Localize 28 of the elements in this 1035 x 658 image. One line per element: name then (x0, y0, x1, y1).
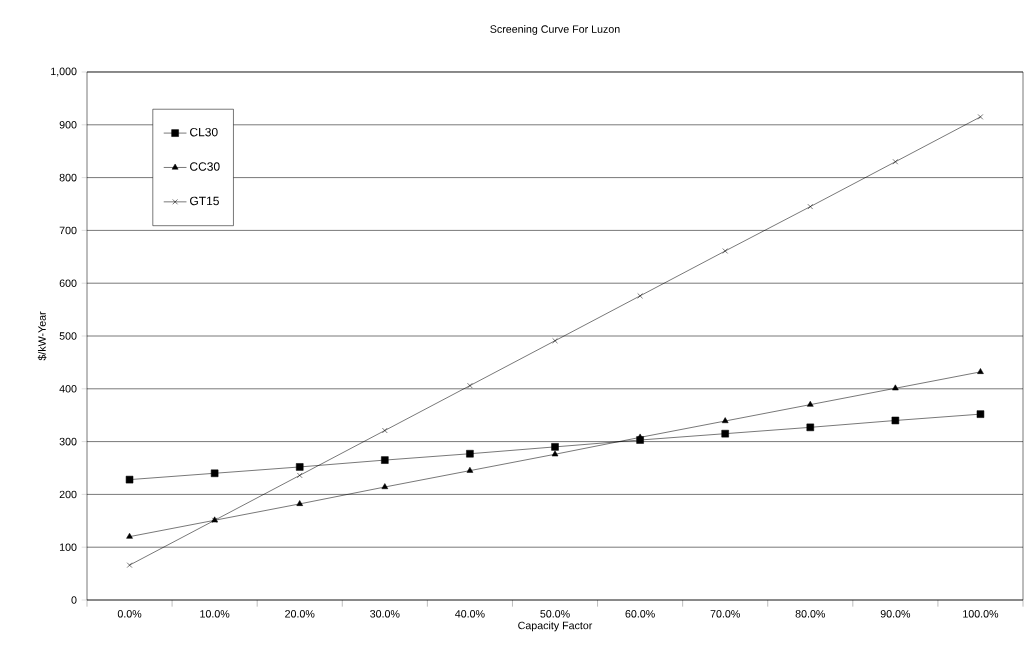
y-tick-label: 900 (59, 121, 77, 129)
y-tick-label: 700 (59, 226, 77, 235)
x-tick-label: 10.0% (200, 610, 230, 618)
legend-label: CC30 (190, 162, 220, 171)
y-tick-label: 200 (59, 490, 77, 499)
y-tick-label: 1,000 (51, 67, 77, 77)
x-tick-label: 20.0% (285, 610, 315, 618)
y-tick-label: 0 (71, 596, 77, 604)
y-tick-label: 600 (59, 279, 77, 287)
chart-title: Screening Curve For Luzon (490, 25, 620, 35)
x-tick-label: 30.0% (370, 610, 400, 618)
x-tick-label: 100.0% (963, 610, 999, 618)
x-tick-label: 70.0% (710, 610, 740, 618)
y-tick-label: 400 (59, 385, 77, 393)
x-tick-label: 50.0% (540, 610, 570, 618)
y-tick-label: 300 (59, 437, 77, 446)
x-tick-label: 0.0% (117, 610, 142, 618)
y-tick-label: 800 (59, 173, 77, 182)
x-tick-label: 40.0% (455, 610, 485, 618)
y-axis-title: $/kW-Year (37, 311, 47, 361)
x-tick-label: 60.0% (625, 610, 655, 618)
legend-label: CL30 (190, 127, 218, 137)
legend-label: GT15 (190, 196, 219, 206)
x-axis-title: Capacity Factor (518, 621, 593, 632)
y-tick-label: 500 (59, 332, 77, 340)
x-tick-label: 90.0% (880, 610, 911, 618)
y-tick-label: 100 (59, 543, 77, 551)
x-tick-label: 80.0% (795, 610, 826, 618)
